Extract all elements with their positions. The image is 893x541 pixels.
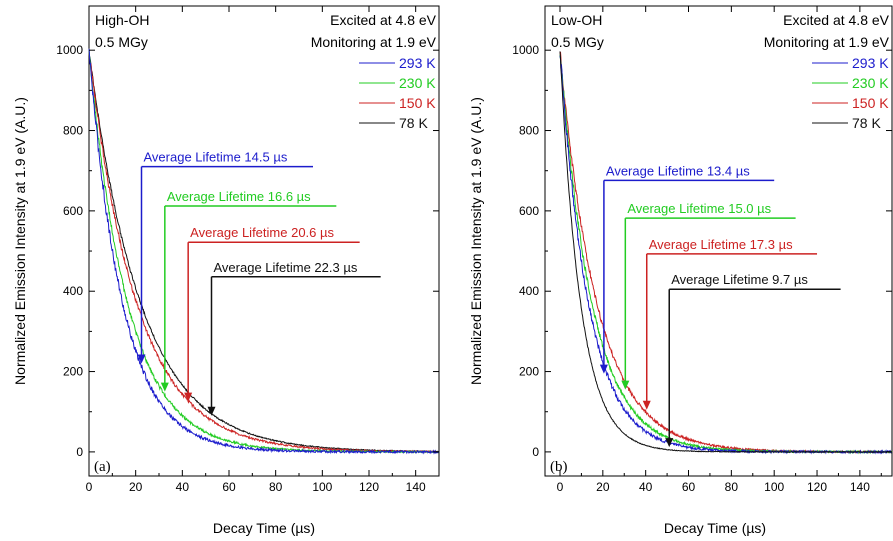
decay-traces bbox=[559, 51, 893, 455]
y-axis-label: Normalized Emission Intensity at 1.9 eV … bbox=[468, 97, 484, 385]
annotation-arrow-head bbox=[184, 392, 193, 402]
x-tick-label: 40 bbox=[176, 480, 190, 494]
x-tick-label: 20 bbox=[596, 480, 610, 494]
annotation-label: Average Lifetime 17.3 µs bbox=[649, 237, 793, 252]
dose-label: 0.5 MGy bbox=[551, 34, 604, 50]
y-tick-label: 800 bbox=[519, 124, 539, 138]
x-axis-label: Decay Time (µs) bbox=[664, 520, 766, 536]
series-line-293k bbox=[559, 55, 892, 455]
x-tick-label: 140 bbox=[406, 480, 426, 494]
lifetime-annotations: Average Lifetime 13.4 µs Average Lifetime… bbox=[599, 163, 841, 448]
series-line-150k bbox=[559, 51, 893, 454]
plot-area-frame bbox=[544, 5, 893, 477]
x-tick-label: 100 bbox=[312, 480, 332, 494]
x-tick-label: 40 bbox=[639, 480, 653, 494]
y-axis-label: Normalized Emission Intensity at 1.9 eV … bbox=[12, 97, 28, 385]
x-tick-label: 0 bbox=[86, 480, 93, 494]
y-tick-label: 0 bbox=[532, 445, 539, 459]
x-axis-label: Decay Time (µs) bbox=[213, 520, 315, 536]
annotation-arrow-head bbox=[207, 406, 216, 416]
monitoring-label: Monitoring at 1.9 eV bbox=[311, 34, 437, 50]
annotation-label: Average Lifetime 22.3 µs bbox=[214, 260, 358, 275]
x-tick-label: 140 bbox=[850, 480, 870, 494]
x-tick-label: 80 bbox=[269, 480, 283, 494]
annotation-label: Average Lifetime 16.6 µs bbox=[167, 189, 311, 204]
annotation-label: Average Lifetime 15.0 µs bbox=[627, 201, 771, 216]
x-tick-label: 100 bbox=[764, 480, 784, 494]
x-tick-label: 20 bbox=[129, 480, 143, 494]
sample-label: Low-OH bbox=[551, 12, 602, 28]
legend-label: 293 K bbox=[852, 55, 889, 71]
series-line-78k bbox=[559, 51, 893, 453]
annotation-label: Average Lifetime 9.7 µs bbox=[671, 272, 808, 287]
x-tick-label: 60 bbox=[222, 480, 236, 494]
y-tick-label: 0 bbox=[76, 445, 83, 459]
annotation-arrow-head bbox=[665, 438, 674, 448]
monitoring-label: Monitoring at 1.9 eV bbox=[764, 34, 890, 50]
annotation-arrow-head bbox=[137, 354, 146, 364]
axes: 0 20 40 60 80 100 120 140 0 200 400 600 800 1000 bbox=[512, 6, 892, 494]
panel-b: 0 20 40 60 80 100 120 140 0 200 400 600 800 1000 Aver… bbox=[468, 5, 893, 536]
x-tick-label: 0 bbox=[557, 480, 564, 494]
y-tick-label: 200 bbox=[63, 365, 83, 379]
annotation-arrow-head bbox=[621, 380, 630, 390]
sample-label: High-OH bbox=[95, 12, 149, 28]
plot-area-frame bbox=[88, 5, 440, 477]
x-tick-label: 120 bbox=[807, 480, 827, 494]
legend: 293 K 230 K 150 K 78 K bbox=[812, 55, 889, 131]
y-tick-label: 400 bbox=[519, 284, 539, 298]
y-tick-label: 600 bbox=[63, 204, 83, 218]
legend-label: 78 K bbox=[852, 115, 881, 131]
y-tick-label: 800 bbox=[63, 124, 83, 138]
annotation-label: Average Lifetime 13.4 µs bbox=[606, 163, 750, 178]
legend-label: 293 K bbox=[399, 55, 436, 71]
legend-label: 230 K bbox=[852, 75, 889, 91]
lifetime-annotations: Average Lifetime 14.5 µs Average Lifetime… bbox=[137, 150, 381, 416]
y-tick-label: 600 bbox=[519, 204, 539, 218]
axes: 0 20 40 60 80 100 120 140 0 200 400 600 800 1000 bbox=[56, 6, 440, 494]
x-tick-label: 80 bbox=[725, 480, 739, 494]
annotation-label: Average Lifetime 14.5 µs bbox=[144, 150, 288, 165]
annotation-arrow-head bbox=[642, 400, 651, 410]
x-tick-label: 120 bbox=[359, 480, 379, 494]
legend-label: 230 K bbox=[399, 75, 436, 91]
legend-label: 150 K bbox=[852, 95, 889, 111]
panel-label: (a) bbox=[94, 459, 111, 475]
y-tick-label: 1000 bbox=[56, 43, 83, 57]
dose-label: 0.5 MGy bbox=[95, 34, 148, 50]
annotation-label: Average Lifetime 20.6 µs bbox=[190, 225, 334, 240]
excitation-label: Excited at 4.8 eV bbox=[783, 12, 890, 28]
x-tick-label: 60 bbox=[682, 480, 696, 494]
y-tick-label: 200 bbox=[519, 365, 539, 379]
legend: 293 K 230 K 150 K 78 K bbox=[359, 55, 436, 131]
y-tick-label: 1000 bbox=[512, 43, 539, 57]
annotation-arrow-head bbox=[160, 382, 169, 392]
y-tick-label: 400 bbox=[63, 284, 83, 298]
decay-traces bbox=[88, 48, 440, 455]
panel-label: (b) bbox=[550, 459, 568, 475]
annotation-arrow-head bbox=[599, 364, 608, 374]
panel-a: 0 20 40 60 80 100 120 140 0 200 400 600 800 1000 Aver… bbox=[12, 5, 440, 536]
legend-label: 78 K bbox=[399, 115, 428, 131]
series-line-293k bbox=[88, 48, 440, 455]
series-line-230k bbox=[88, 48, 440, 454]
legend-label: 150 K bbox=[399, 95, 436, 111]
excitation-label: Excited at 4.8 eV bbox=[330, 12, 437, 28]
